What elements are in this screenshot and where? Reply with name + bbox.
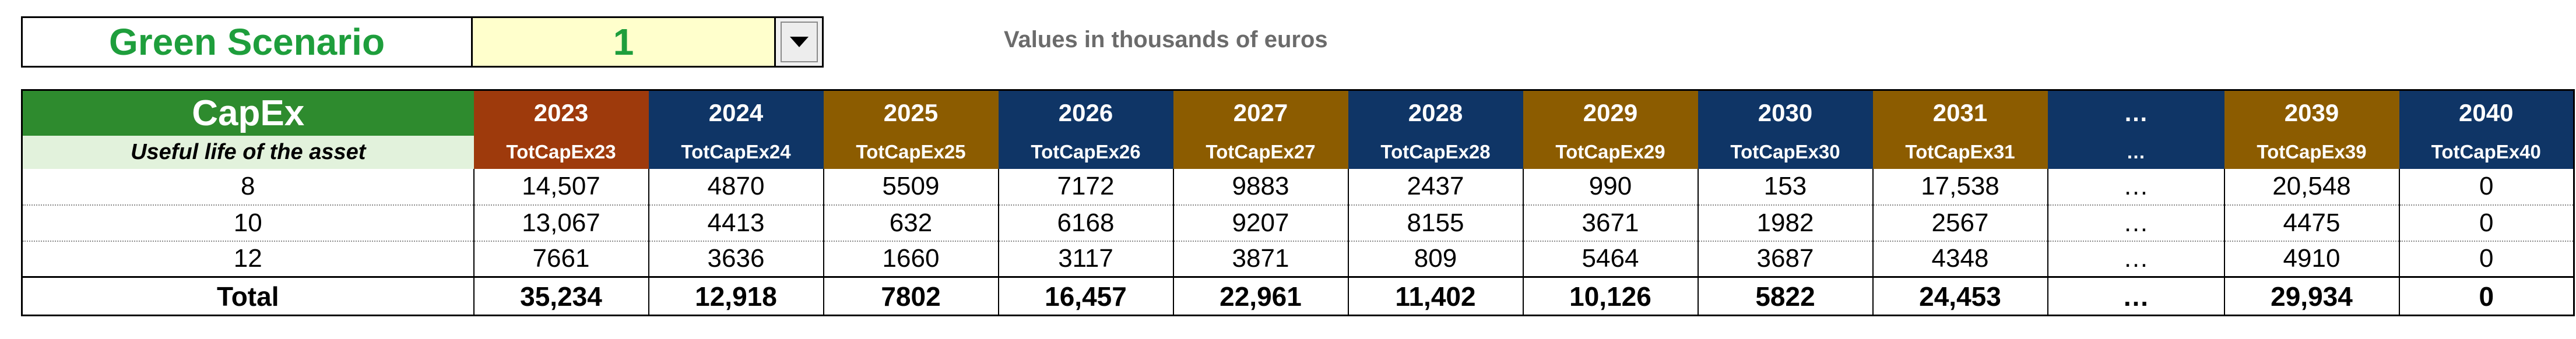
value-cell[interactable]: 4910 (2224, 241, 2400, 278)
column-code-header: TotCapEx25 (823, 135, 999, 169)
dropdown-button-face[interactable] (780, 22, 818, 62)
total-value-cell[interactable]: 10,126 (1523, 276, 1699, 316)
value-cell[interactable]: 8155 (1348, 204, 1524, 242)
total-value-cell[interactable]: 16,457 (998, 276, 1174, 316)
column-code-header: TotCapEx24 (648, 135, 824, 169)
scenario-select-value[interactable]: 1 (473, 16, 776, 68)
value-cell[interactable]: 13,067 (473, 204, 649, 242)
table-row: 10 13,067 4413 632 6168 9207 8155 3671 1982 2567…… (21, 204, 2575, 242)
year-header: 2031 (1872, 89, 2048, 136)
year-header: 2030 (1698, 89, 1873, 136)
value-cell[interactable]: 1982 (1698, 204, 1874, 242)
total-value-cell[interactable]: 35,234 (473, 276, 649, 316)
value-cell[interactable]: 2567 (1872, 204, 2048, 242)
table-row: 12 7661 3636 1660 3117 3871 809 5464 3687 4348… 49… (21, 241, 2575, 278)
value-cell[interactable]: 0 (2399, 204, 2575, 242)
value-cell[interactable]: … (2047, 168, 2225, 206)
value-cell[interactable]: 3687 (1698, 241, 1874, 278)
total-row: Total 35,234 12,918 7802 16,457 22,961 11,402 1… (21, 276, 2575, 316)
total-value-cell[interactable]: 11,402 (1348, 276, 1524, 316)
value-cell[interactable]: 7172 (998, 168, 1174, 206)
scenario-value-text: 1 (613, 21, 634, 63)
value-cell[interactable]: 3671 (1523, 204, 1699, 242)
table-row: 8 14,507 4870 5509 7172 9883 2437 990 153 17,538…… (21, 168, 2575, 206)
value-cell[interactable]: 153 (1698, 168, 1874, 206)
triangle-down-icon (789, 37, 809, 47)
value-cell[interactable]: 0 (2399, 241, 2575, 278)
column-code-header: TotCapEx29 (1523, 135, 1698, 169)
column-code-header: TotCapEx28 (1348, 135, 1523, 169)
code-header-row: Useful life of the asset TotCapEx23 TotCa… (21, 135, 2575, 169)
year-header: … (2047, 89, 2224, 136)
year-header-row: CapEx 2023 2024 2025 2026 2027 2028 2029 2030 20… (21, 89, 2575, 136)
value-cell[interactable]: 4475 (2224, 204, 2400, 242)
year-header: 2025 (823, 89, 999, 136)
column-code-header: TotCapEx31 (1872, 135, 2048, 169)
year-header: 2024 (648, 89, 824, 136)
total-value-cell[interactable]: 5822 (1698, 276, 1874, 316)
row-label-cell: 12 (21, 241, 475, 278)
value-cell[interactable]: 2437 (1348, 168, 1524, 206)
value-cell[interactable]: 3636 (648, 241, 824, 278)
total-value-cell[interactable]: 12,918 (648, 276, 824, 316)
total-value-cell[interactable]: 0 (2399, 276, 2575, 316)
value-cell[interactable]: 9883 (1173, 168, 1349, 206)
row-header-label: Useful life of the asset (21, 135, 474, 169)
column-code-header: TotCapEx26 (998, 135, 1173, 169)
units-note: Values in thousands of euros (1004, 27, 1328, 52)
value-cell[interactable]: … (2047, 241, 2225, 278)
total-value-cell[interactable]: 22,961 (1173, 276, 1349, 316)
value-cell[interactable]: 3871 (1173, 241, 1349, 278)
row-label-cell: 10 (21, 204, 475, 242)
value-cell[interactable]: … (2047, 204, 2225, 242)
value-cell[interactable]: 4413 (648, 204, 824, 242)
column-code-header: TotCapEx30 (1698, 135, 1873, 169)
value-cell[interactable]: 6168 (998, 204, 1174, 242)
value-cell[interactable]: 632 (823, 204, 999, 242)
value-cell[interactable]: 4348 (1872, 241, 2048, 278)
value-cell[interactable]: 14,507 (473, 168, 649, 206)
capex-table-body: CapEx 2023 2024 2025 2026 2027 2028 2029 2030 20… (21, 89, 2575, 316)
total-value-cell[interactable]: 29,934 (2224, 276, 2400, 316)
scenario-label: Green Scenario (21, 16, 473, 68)
value-cell[interactable]: 0 (2399, 168, 2575, 206)
scenario-dropdown-button[interactable] (776, 16, 824, 68)
column-code-header: TotCapEx27 (1173, 135, 1348, 169)
value-cell[interactable]: 990 (1523, 168, 1699, 206)
total-label-cell: Total (21, 276, 475, 316)
table-title: CapEx (21, 89, 474, 136)
value-cell[interactable]: 3117 (998, 241, 1174, 278)
year-header: 2028 (1348, 89, 1523, 136)
column-code-header: TotCapEx23 (473, 135, 649, 169)
total-value-cell[interactable]: … (2047, 276, 2225, 316)
value-cell[interactable]: 4870 (648, 168, 824, 206)
year-header: 2029 (1523, 89, 1698, 136)
value-cell[interactable]: 1660 (823, 241, 999, 278)
year-header: 2039 (2224, 89, 2399, 136)
year-header: 2040 (2399, 89, 2575, 136)
capex-table: CapEx 2023 2024 2025 2026 2027 2028 2029 2030 20… (21, 89, 2575, 316)
value-cell[interactable]: 809 (1348, 241, 1524, 278)
value-cell[interactable]: 5464 (1523, 241, 1699, 278)
value-cell[interactable]: 7661 (473, 241, 649, 278)
year-header: 2026 (998, 89, 1173, 136)
scenario-label-text: Green Scenario (108, 21, 385, 63)
column-code-header: … (2047, 135, 2224, 169)
value-cell[interactable]: 17,538 (1872, 168, 2048, 206)
value-cell[interactable]: 9207 (1173, 204, 1349, 242)
value-cell[interactable]: 20,548 (2224, 168, 2400, 206)
value-cell[interactable]: 5509 (823, 168, 999, 206)
column-code-header: TotCapEx40 (2399, 135, 2575, 169)
year-header: 2023 (473, 89, 649, 136)
total-value-cell[interactable]: 24,453 (1872, 276, 2048, 316)
column-code-header: TotCapEx39 (2224, 135, 2399, 169)
year-header: 2027 (1173, 89, 1348, 136)
row-label-cell: 8 (21, 168, 475, 206)
total-value-cell[interactable]: 7802 (823, 276, 999, 316)
